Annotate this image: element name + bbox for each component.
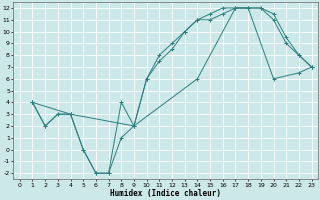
X-axis label: Humidex (Indice chaleur): Humidex (Indice chaleur) bbox=[110, 189, 221, 198]
